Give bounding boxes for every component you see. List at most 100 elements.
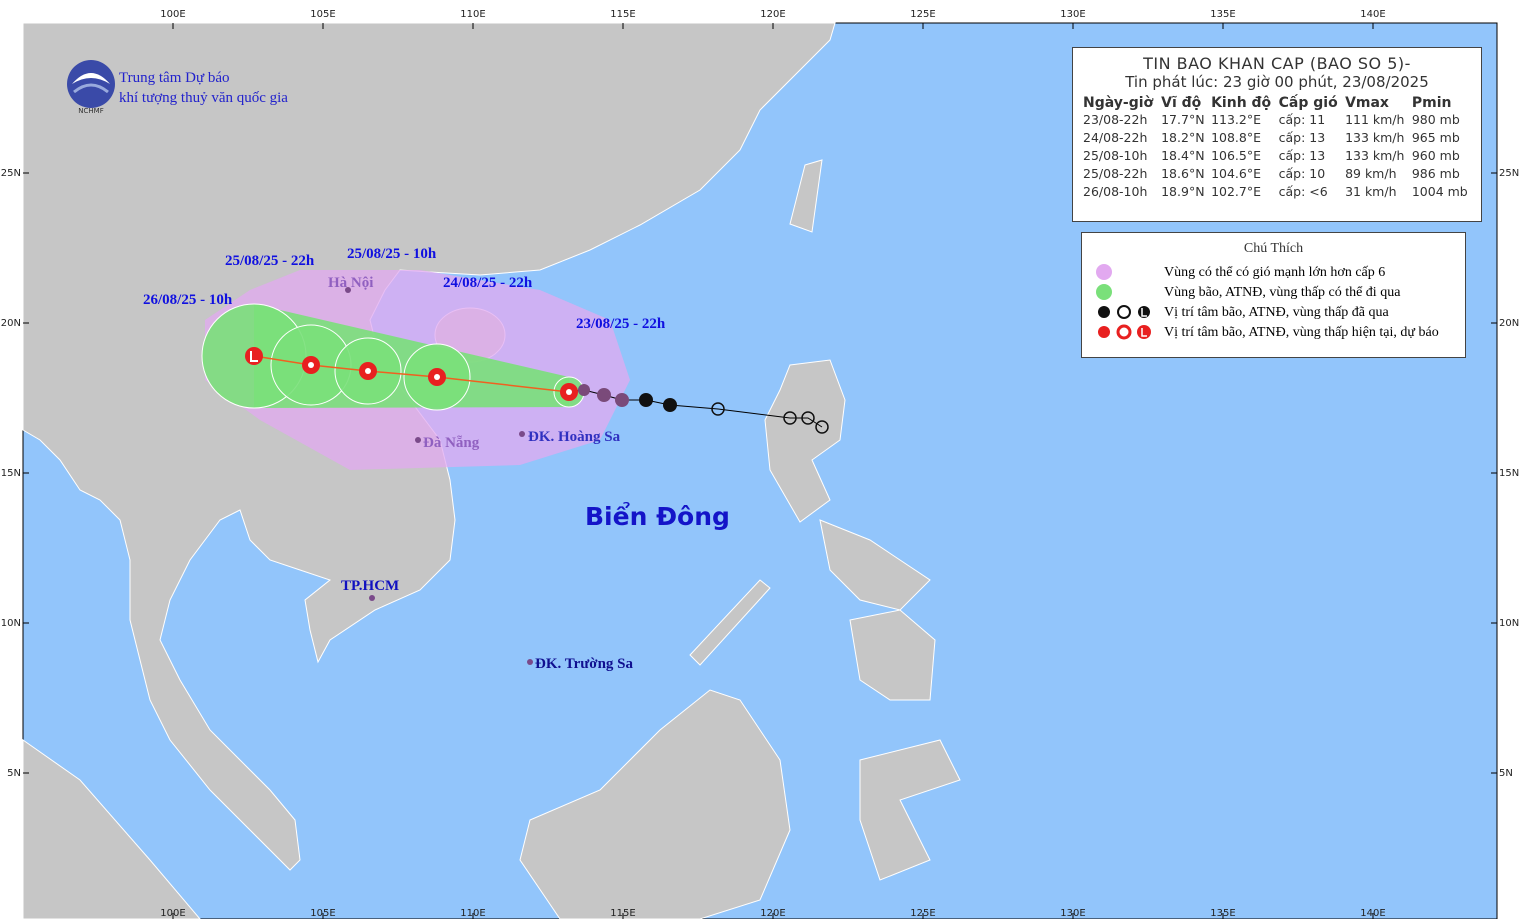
lat-label: 5N — [1499, 768, 1513, 779]
lon-label: 120E — [760, 9, 785, 20]
lat-label: 10N — [1499, 618, 1519, 629]
org-name: Trung tâm Dự báo — [119, 70, 230, 86]
lon-label: 125E — [910, 9, 935, 20]
lon-label: 140E — [1360, 9, 1385, 20]
table-cell: cấp: 10 — [1278, 166, 1326, 181]
table-cell: 133 km/h — [1345, 130, 1405, 145]
table-cell: 25/08-22h — [1083, 166, 1148, 181]
place-label: Đà Nẵng — [423, 435, 480, 451]
logo: NCHMF — [67, 60, 115, 115]
table-cell: 18.2°N — [1161, 130, 1205, 145]
logo-text: NCHMF — [78, 107, 103, 115]
forecast-markers — [245, 347, 578, 401]
bulletin-title: TIN BAO KHAN CAP (BAO SO 5)- — [1143, 54, 1411, 73]
lon-label: 125E — [910, 908, 935, 919]
track-table: Ngày-giờ Vĩ độ Kinh độ Cấp gió Vmax Pmin 23/08… — [1081, 95, 1473, 201]
table-cell: 31 km/h — [1345, 184, 1397, 199]
legend-item: Vị trí tâm bão, ATNĐ, vùng thấp hiện tại… — [1164, 325, 1439, 340]
lat-label: 15N — [1499, 468, 1519, 479]
lon-label: 135E — [1210, 9, 1235, 20]
lat-label: 10N — [1, 618, 21, 629]
table-cell: 133 km/h — [1345, 148, 1405, 163]
lon-label: 105E — [310, 908, 335, 919]
table-cell: 960 mb — [1411, 148, 1460, 163]
legend: Chú Thích Vùng có thể có gió mạnh lớn hơ… — [1081, 232, 1466, 358]
place-dots — [345, 287, 533, 665]
table-cell: 18.4°N — [1161, 148, 1205, 163]
lon-label: 115E — [610, 9, 635, 20]
table-cell: 980 mb — [1411, 112, 1460, 127]
table-cell: 26/08-10h — [1083, 184, 1148, 199]
table-row: 24/08-22h 18.2°N 108.8°E cấp: 13 133 km/h 965… — [1081, 129, 1473, 147]
column-header: Ngày-giờ — [1083, 95, 1154, 111]
lon-label: 115E — [610, 908, 635, 919]
lon-label: 140E — [1360, 908, 1385, 919]
table-cell: 23/08-22h — [1083, 112, 1148, 127]
past-markers — [578, 384, 829, 434]
table-cell: 104.6°E — [1211, 166, 1262, 181]
table-cell: cấp: 11 — [1278, 112, 1326, 127]
table-cell: cấp: <6 — [1278, 184, 1328, 199]
table-cell: 25/08-10h — [1083, 148, 1148, 163]
forecast-label: 25/08/25 - 22h — [225, 253, 315, 269]
table-cell: 113.2°E — [1211, 112, 1262, 127]
lon-label: 110E — [460, 9, 485, 20]
column-header: Kinh độ — [1211, 95, 1272, 111]
place-label: Hà Nội — [328, 275, 373, 291]
lat-label: 5N — [7, 768, 21, 779]
table-cell: 986 mb — [1411, 166, 1460, 181]
lon-label: 105E — [310, 9, 335, 20]
place-label: ĐK. Hoàng Sa — [528, 429, 621, 445]
lat-label: 25N — [1499, 168, 1519, 179]
legend-item: Vị trí tâm bão, ATNĐ, vùng thấp đã qua — [1164, 305, 1389, 320]
column-header: Vĩ độ — [1161, 95, 1202, 111]
forecast-label: 26/08/25 - 10h — [143, 292, 233, 308]
lat-label: 20N — [1499, 318, 1519, 329]
table-cell: 18.6°N — [1161, 166, 1205, 181]
column-header: Cấp gió — [1278, 95, 1338, 111]
table-cell: 1004 mb — [1411, 184, 1468, 199]
table-cell: 108.8°E — [1211, 130, 1262, 145]
table-cell: 106.5°E — [1211, 148, 1262, 163]
lat-label: 25N — [1, 168, 21, 179]
table-cell: 102.7°E — [1211, 184, 1262, 199]
table-cell: 965 mb — [1411, 130, 1460, 145]
lon-label: 120E — [760, 908, 785, 919]
table-cell: 18.9°N — [1161, 184, 1205, 199]
table-cell: 89 km/h — [1345, 166, 1397, 181]
table-row: 23/08-22h 17.7°N 113.2°E cấp: 11 111 km/h 980… — [1081, 111, 1473, 129]
bulletin: TIN BAO KHAN CAP (BAO SO 5)- Tin phát lú… — [1072, 47, 1482, 222]
legend-title: Chú Thích — [1243, 241, 1304, 256]
sea-label: Biển Đông — [585, 501, 730, 531]
lon-label: 110E — [460, 908, 485, 919]
lon-label: 135E — [1210, 908, 1235, 919]
table-cell: cấp: 13 — [1278, 130, 1326, 145]
table-cell: 17.7°N — [1161, 112, 1205, 127]
column-header: Pmin — [1411, 95, 1452, 111]
legend-item: Vùng có thể có gió mạnh lớn hơn cấp 6 — [1164, 265, 1386, 280]
lat-label: 15N — [1, 468, 21, 479]
lon-label: 130E — [1060, 908, 1085, 919]
org-name: khí tượng thuỷ văn quốc gia — [119, 90, 288, 106]
table-cell: 111 km/h — [1345, 112, 1405, 127]
past-track — [568, 389, 823, 428]
table-row: 26/08-10h 18.9°N 102.7°E cấp: <6 31 km/h 1004… — [1081, 183, 1473, 201]
forecast-label: 25/08/25 - 10h — [347, 246, 437, 262]
lat-label: 20N — [1, 318, 21, 329]
table-row: 25/08-10h 18.4°N 106.5°E cấp: 13 133 km/h 960… — [1081, 147, 1473, 165]
table-row: 25/08-22h 18.6°N 104.6°E cấp: 10 89 km/h 986 … — [1081, 165, 1473, 183]
place-label: ĐK. Trường Sa — [535, 656, 634, 672]
table-cell: cấp: 13 — [1278, 148, 1326, 163]
lon-label: 100E — [160, 9, 185, 20]
forecast-label: 24/08/25 - 22h — [443, 275, 533, 291]
table-cell: 24/08-22h — [1083, 130, 1148, 145]
lon-label: 100E — [160, 908, 185, 919]
legend-icons — [1096, 264, 1151, 340]
bulletin-issued: Tin phát lúc: 23 giờ 00 phút, 23/08/2025 — [1125, 73, 1429, 91]
legend-item: Vùng bão, ATNĐ, vùng thấp có thể đi qua — [1164, 285, 1401, 300]
graticule: 100E 100E 105E 105E 110E 110E 115E 115E 120E 120E… — [1, 9, 1519, 919]
forecast-label: 23/08/25 - 22h — [576, 316, 666, 332]
place-label: TP.HCM — [341, 578, 399, 594]
lon-label: 130E — [1060, 9, 1085, 20]
